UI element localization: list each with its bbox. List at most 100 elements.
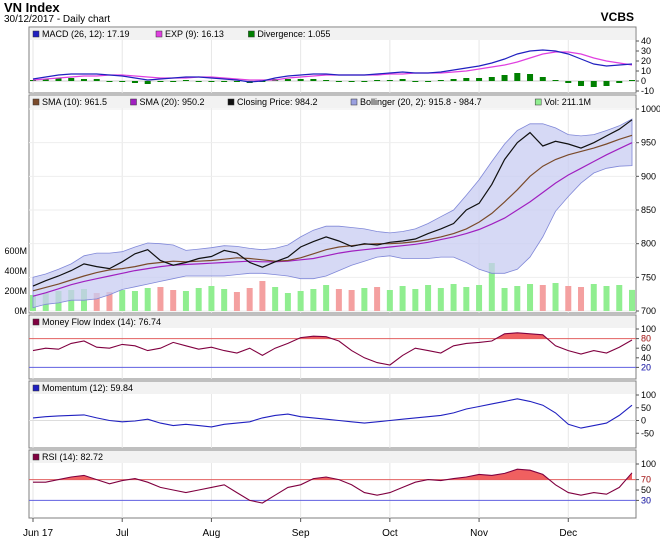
volume-bar bbox=[450, 284, 457, 311]
volume-bar bbox=[578, 287, 585, 311]
volume-bar bbox=[246, 288, 253, 311]
macd-divergence-bar bbox=[399, 79, 406, 81]
volume-bar bbox=[552, 283, 559, 311]
price-ytick-label: 750 bbox=[641, 272, 656, 282]
volume-tick-label: 400M bbox=[4, 266, 27, 276]
price-legend-label: Vol: 211.1M bbox=[544, 97, 591, 107]
price-ytick-label: 700 bbox=[641, 306, 656, 316]
chart-subtitle: 30/12/2017 - Daily chart bbox=[4, 14, 111, 25]
macd-divergence-bar bbox=[335, 81, 342, 82]
rsi-overbought-fill bbox=[58, 469, 632, 480]
x-tick-label: Dec bbox=[559, 528, 577, 539]
volume-bar bbox=[527, 284, 534, 311]
mfi-level-label: 20 bbox=[641, 362, 651, 372]
macd-legend-label: EXP (9): 16.13 bbox=[165, 29, 224, 39]
mfi-level-label: 80 bbox=[641, 334, 651, 344]
macd-divergence-bar bbox=[425, 81, 432, 82]
x-tick-label: Sep bbox=[292, 528, 310, 539]
macd-legend-swatch bbox=[32, 30, 40, 38]
mfi-ytick-label: 60 bbox=[641, 343, 651, 353]
volume-bar bbox=[539, 285, 546, 311]
bollinger-band bbox=[32, 118, 633, 309]
volume-bar bbox=[106, 292, 113, 311]
volume-bar bbox=[93, 293, 100, 311]
volume-bar bbox=[501, 288, 508, 311]
volume-bar bbox=[361, 288, 368, 311]
macd-divergence-bar bbox=[30, 80, 36, 81]
sma20-line bbox=[32, 142, 633, 297]
macd-legend-label: Divergence: 1.055 bbox=[257, 29, 330, 39]
macd-divergence-bar bbox=[603, 81, 610, 86]
macd-legend-swatch bbox=[155, 30, 163, 38]
volume-bar bbox=[221, 289, 228, 311]
rsi-legend-swatch bbox=[32, 453, 40, 461]
volume-bar bbox=[425, 285, 432, 311]
mfi-legend-label: Money Flow Index (14): 76.74 bbox=[42, 317, 161, 327]
macd-divergence-bar bbox=[590, 81, 597, 87]
price-legend-swatch bbox=[350, 98, 358, 106]
rsi-level-label: 30 bbox=[641, 495, 651, 505]
macd-divergence-bar bbox=[144, 81, 151, 84]
macd-divergence-bar bbox=[476, 78, 483, 81]
volume-bar bbox=[412, 289, 419, 311]
momentum-legend-label: Momentum (12): 59.84 bbox=[42, 383, 133, 393]
volume-bar bbox=[259, 281, 266, 311]
price-legend-label: Closing Price: 984.2 bbox=[237, 97, 318, 107]
macd-divergence-bar bbox=[437, 80, 444, 81]
mfi-ytick-label: 20 bbox=[641, 362, 651, 372]
price-legend-swatch bbox=[227, 98, 235, 106]
macd-divergence-bar bbox=[131, 81, 138, 83]
volume-tick-label: 600M bbox=[4, 246, 27, 256]
macd-divergence-bar bbox=[629, 80, 635, 81]
mfi-legend-bar bbox=[30, 316, 635, 328]
macd-divergence-bar bbox=[297, 79, 304, 81]
macd-ytick-label: 20 bbox=[641, 56, 651, 66]
price-ytick-label: 900 bbox=[641, 171, 656, 181]
macd-divergence-bar bbox=[514, 73, 521, 81]
mfi-ytick-label: 100 bbox=[641, 324, 656, 334]
rsi-ytick-label: 70 bbox=[641, 475, 651, 485]
macd-divergence-bar bbox=[221, 81, 228, 82]
volume-bar bbox=[399, 286, 406, 311]
macd-divergence-bar bbox=[488, 77, 495, 81]
macd-divergence-bar bbox=[386, 80, 393, 81]
price-ytick-label: 850 bbox=[641, 205, 656, 215]
rsi-line bbox=[33, 468, 633, 504]
macd-divergence-bar bbox=[565, 81, 572, 83]
rsi-ytick-label: 100 bbox=[641, 459, 656, 469]
volume-bar bbox=[590, 284, 597, 311]
volume-bar bbox=[170, 290, 177, 311]
rsi-ytick-label: 30 bbox=[641, 495, 651, 505]
volume-bar bbox=[272, 287, 279, 311]
macd-divergence-bar bbox=[106, 81, 113, 82]
macd-divergence-bar bbox=[412, 81, 419, 82]
macd-line bbox=[32, 49, 633, 83]
volume-bar bbox=[182, 291, 189, 311]
macd-divergence-bar bbox=[55, 78, 62, 81]
rsi-level-label: 70 bbox=[641, 475, 651, 485]
volume-tick-label: 200M bbox=[4, 286, 27, 296]
macd-divergence-bar bbox=[450, 79, 457, 81]
macd-divergence-bar bbox=[361, 81, 368, 82]
macd-divergence-bar bbox=[527, 74, 534, 81]
macd-divergence-bar bbox=[233, 81, 240, 82]
price-ytick-label: 1000 bbox=[641, 104, 660, 114]
macd-divergence-bar bbox=[616, 81, 623, 83]
volume-bar bbox=[208, 286, 215, 311]
volume-bar bbox=[323, 285, 330, 311]
volume-bar bbox=[119, 290, 126, 311]
macd-legend-label: MACD (26, 12): 17.19 bbox=[42, 29, 130, 39]
volume-bar bbox=[233, 292, 240, 311]
macd-ytick-label: 30 bbox=[641, 46, 651, 56]
price-ytick-label: 800 bbox=[641, 239, 656, 249]
volume-bar bbox=[310, 289, 317, 311]
x-tick-label: Oct bbox=[382, 528, 398, 539]
chart-title: VN Index bbox=[4, 0, 60, 15]
volume-bar bbox=[195, 288, 202, 311]
momentum-legend-bar bbox=[30, 382, 635, 394]
x-tick-label: Jun 17 bbox=[23, 528, 53, 539]
volume-tick-label: 0M bbox=[14, 306, 27, 316]
volume-bar bbox=[348, 290, 355, 311]
macd-divergence-bar bbox=[119, 81, 126, 82]
